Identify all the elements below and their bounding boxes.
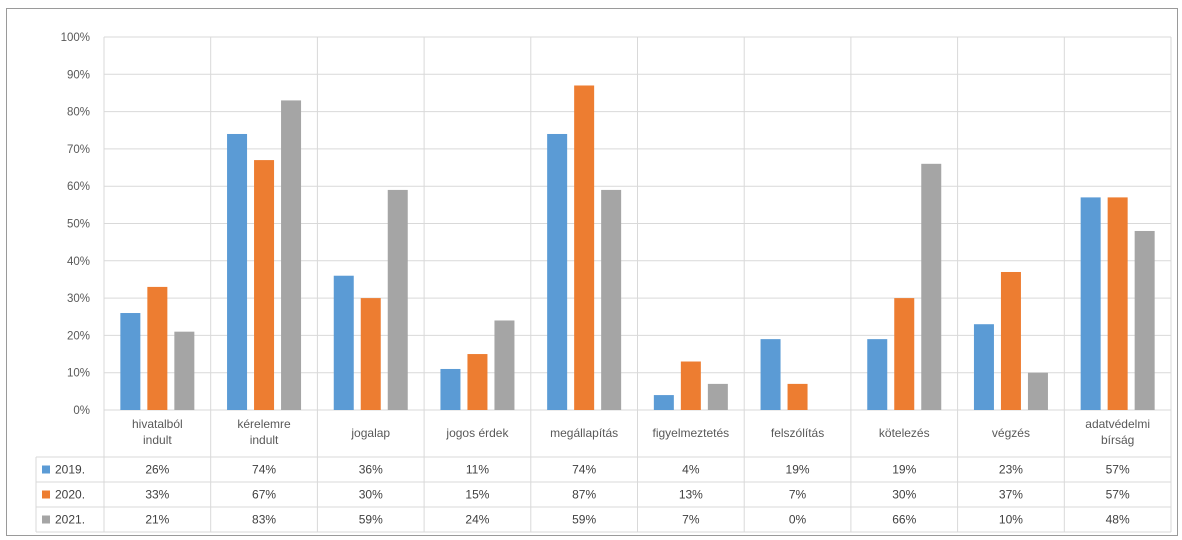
data-table-cell: 26% (145, 463, 169, 477)
bar-2020-2 (360, 298, 381, 410)
data-table-cell: 30% (359, 488, 383, 502)
data-table-cell: 57% (1106, 463, 1130, 477)
y-tick-label: 80% (67, 107, 90, 119)
bar-2021-5 (707, 383, 728, 410)
y-tick-label: 40% (67, 256, 90, 268)
category-label: indult (143, 433, 172, 447)
bar-2019-7 (867, 339, 888, 410)
bar-2020-9 (1107, 197, 1128, 410)
data-table-cell: 23% (999, 463, 1023, 477)
bar-2019-2 (333, 275, 354, 410)
data-table-cell: 15% (465, 488, 489, 502)
y-tick-label: 50% (67, 219, 90, 231)
category-label: hivatalból (132, 417, 183, 431)
data-table-cell: 87% (572, 488, 596, 502)
category-label: figyelmeztetés (652, 426, 729, 440)
data-table-cell: 13% (679, 488, 703, 502)
bar-2020-3 (467, 354, 488, 410)
data-table-cell: 83% (252, 513, 276, 527)
data-table-cell: 74% (572, 463, 596, 477)
data-table-cell: 0% (789, 513, 807, 527)
data-table-cell: 30% (892, 488, 916, 502)
data-table-cell: 67% (252, 488, 276, 502)
y-tick-label: 10% (67, 368, 90, 380)
data-table-cell: 59% (572, 513, 596, 527)
bar-2021-2 (387, 189, 408, 410)
bar-2021-0 (174, 331, 195, 410)
legend-label: 2021. (55, 513, 85, 527)
category-label: jogalap (350, 426, 390, 440)
y-tick-label: 60% (67, 181, 90, 193)
y-tick-label: 90% (67, 69, 90, 81)
data-table-cell: 33% (145, 488, 169, 502)
data-table-cell: 48% (1106, 513, 1130, 527)
bar-2019-5 (653, 395, 674, 410)
data-table-cell: 57% (1106, 488, 1130, 502)
y-tick-label: 100% (61, 32, 90, 44)
data-table-cell: 10% (999, 513, 1023, 527)
bar-2019-4 (547, 133, 568, 411)
category-label: jogos érdek (445, 426, 509, 440)
data-table-cell: 37% (999, 488, 1023, 502)
category-label: bírság (1101, 433, 1134, 447)
bar-2021-4 (601, 189, 622, 410)
category-label: indult (250, 433, 279, 447)
data-table-cell: 74% (252, 463, 276, 477)
bar-2021-7 (921, 163, 942, 410)
data-table-cell: 19% (892, 463, 916, 477)
bar-2020-6 (787, 383, 808, 410)
bar-2020-5 (680, 361, 701, 410)
bar-2020-8 (1000, 271, 1021, 410)
bar-2020-1 (254, 160, 275, 410)
y-tick-label: 30% (67, 293, 90, 305)
legend-swatch (42, 465, 50, 474)
category-label: megállapítás (550, 426, 618, 440)
bar-2021-1 (281, 100, 302, 410)
bar-2019-8 (973, 324, 994, 410)
bar-2020-7 (894, 298, 915, 410)
y-tick-label: 0% (73, 405, 90, 417)
category-label: kötelezés (879, 426, 930, 440)
y-tick-label: 70% (67, 144, 90, 156)
data-table-cell: 24% (465, 513, 489, 527)
bar-2020-0 (147, 286, 168, 410)
y-tick-label: 20% (67, 330, 90, 342)
data-table-cell: 7% (682, 513, 700, 527)
legend-swatch (42, 515, 50, 524)
bar-2019-9 (1080, 197, 1101, 410)
bar-2021-3 (494, 320, 515, 410)
category-label: felszólítás (771, 426, 824, 440)
data-table-cell: 11% (466, 463, 489, 477)
category-label: adatvédelmi (1085, 417, 1150, 431)
bar-2020-4 (574, 85, 595, 411)
data-table-cell: 7% (789, 488, 807, 502)
data-table-cell: 36% (359, 463, 383, 477)
category-label: végzés (992, 426, 1030, 440)
category-label: kérelemre (237, 417, 291, 431)
data-table-cell: 59% (359, 513, 383, 527)
bar-2019-0 (120, 313, 141, 410)
bar-2019-1 (227, 133, 248, 411)
legend-label: 2020. (55, 488, 85, 502)
data-table-cell: 4% (682, 463, 700, 477)
bar-2019-3 (440, 368, 461, 410)
bar-2021-8 (1027, 372, 1048, 410)
data-table-cell: 21% (145, 513, 169, 527)
legend-swatch (42, 490, 50, 499)
bar-2019-6 (760, 339, 781, 410)
data-table-cell: 66% (892, 513, 916, 527)
legend-label: 2019. (55, 463, 85, 477)
bar-2021-9 (1134, 230, 1155, 410)
data-table-cell: 19% (786, 463, 810, 477)
